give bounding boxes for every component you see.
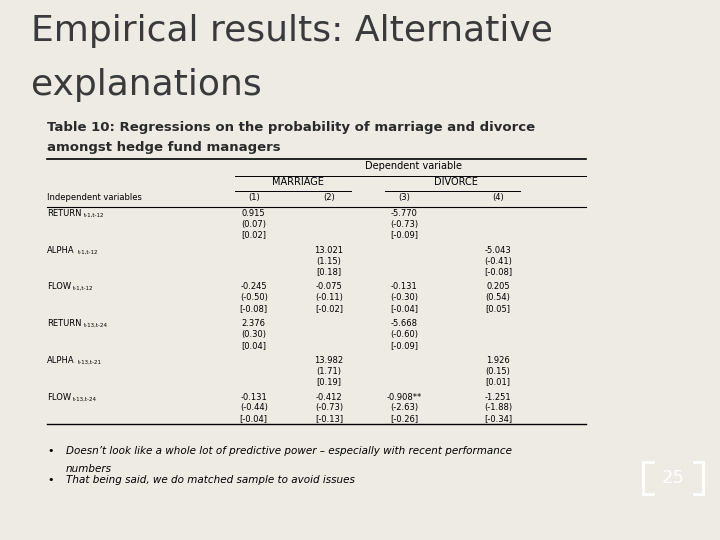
Text: [-0.02]: [-0.02] bbox=[315, 304, 343, 313]
Text: (0.30): (0.30) bbox=[241, 330, 266, 339]
Text: RETURN: RETURN bbox=[47, 209, 81, 218]
Text: (-0.73): (-0.73) bbox=[315, 403, 343, 413]
Text: •: • bbox=[47, 446, 53, 456]
Text: 13.982: 13.982 bbox=[315, 356, 343, 365]
Text: (-0.11): (-0.11) bbox=[315, 293, 343, 302]
Text: Doesn’t look like a whole lot of predictive power – especially with recent perfo: Doesn’t look like a whole lot of predict… bbox=[66, 446, 512, 456]
Text: 2.376: 2.376 bbox=[242, 319, 266, 328]
Text: (-0.50): (-0.50) bbox=[240, 293, 268, 302]
Text: (0.15): (0.15) bbox=[485, 367, 510, 376]
Text: [0.19]: [0.19] bbox=[316, 377, 341, 387]
Text: Dependent variable: Dependent variable bbox=[365, 161, 462, 172]
Text: Independent variables: Independent variables bbox=[47, 193, 142, 202]
Text: [0.04]: [0.04] bbox=[241, 341, 266, 350]
Text: t-1,t-12: t-1,t-12 bbox=[73, 286, 93, 291]
Text: Table 10: Regressions on the probability of marriage and divorce: Table 10: Regressions on the probability… bbox=[47, 122, 535, 134]
Text: (-0.73): (-0.73) bbox=[390, 220, 418, 229]
Text: 1.926: 1.926 bbox=[486, 356, 510, 365]
Text: [0.18]: [0.18] bbox=[316, 267, 341, 276]
Text: FLOW: FLOW bbox=[47, 393, 71, 402]
Text: 25: 25 bbox=[662, 469, 685, 487]
Text: (-2.63): (-2.63) bbox=[390, 403, 418, 413]
Text: explanations: explanations bbox=[32, 68, 262, 102]
Text: (1.71): (1.71) bbox=[316, 367, 341, 376]
Text: •: • bbox=[47, 475, 53, 485]
Text: -5.770: -5.770 bbox=[390, 209, 418, 218]
Text: 0.915: 0.915 bbox=[242, 209, 266, 218]
Text: -1.251: -1.251 bbox=[485, 393, 511, 402]
Text: 0.205: 0.205 bbox=[486, 282, 510, 292]
Text: (1.15): (1.15) bbox=[316, 256, 341, 266]
Text: t-13,t-24: t-13,t-24 bbox=[84, 323, 108, 328]
Text: [0.01]: [0.01] bbox=[485, 377, 510, 387]
Text: Empirical results: Alternative: Empirical results: Alternative bbox=[32, 14, 553, 48]
Text: (3): (3) bbox=[398, 193, 410, 202]
Text: That being said, we do matched sample to avoid issues: That being said, we do matched sample to… bbox=[66, 475, 355, 485]
Text: [0.02]: [0.02] bbox=[241, 231, 266, 240]
Text: [-0.09]: [-0.09] bbox=[390, 341, 418, 350]
Text: t-1,t-12: t-1,t-12 bbox=[78, 249, 99, 254]
Text: [-0.04]: [-0.04] bbox=[240, 414, 268, 423]
Text: [-0.08]: [-0.08] bbox=[240, 304, 268, 313]
Text: (1): (1) bbox=[248, 193, 260, 202]
Text: -0.131: -0.131 bbox=[391, 282, 418, 292]
Text: (-0.30): (-0.30) bbox=[390, 293, 418, 302]
Text: t-13,t-21: t-13,t-21 bbox=[78, 360, 102, 365]
Text: -5.668: -5.668 bbox=[390, 319, 418, 328]
Text: (-0.44): (-0.44) bbox=[240, 403, 268, 413]
Text: [-0.08]: [-0.08] bbox=[484, 267, 512, 276]
Text: [-0.09]: [-0.09] bbox=[390, 231, 418, 240]
Text: (0.07): (0.07) bbox=[241, 220, 266, 229]
Text: FLOW: FLOW bbox=[47, 282, 71, 292]
Text: 13.021: 13.021 bbox=[315, 246, 343, 255]
Text: [-0.13]: [-0.13] bbox=[315, 414, 343, 423]
Text: -0.412: -0.412 bbox=[315, 393, 342, 402]
Text: (0.54): (0.54) bbox=[485, 293, 510, 302]
Text: (-0.41): (-0.41) bbox=[484, 256, 512, 266]
Text: ALPHA: ALPHA bbox=[47, 356, 75, 365]
Text: (4): (4) bbox=[492, 193, 504, 202]
Text: -0.245: -0.245 bbox=[240, 282, 267, 292]
Text: -0.131: -0.131 bbox=[240, 393, 267, 402]
Text: [-0.34]: [-0.34] bbox=[484, 414, 512, 423]
Text: [-0.26]: [-0.26] bbox=[390, 414, 418, 423]
Text: MARRIAGE: MARRIAGE bbox=[271, 177, 323, 187]
Text: [-0.04]: [-0.04] bbox=[390, 304, 418, 313]
Text: (2): (2) bbox=[323, 193, 335, 202]
Text: t-1,t-12: t-1,t-12 bbox=[84, 213, 104, 218]
Text: -0.075: -0.075 bbox=[315, 282, 342, 292]
Text: ALPHA: ALPHA bbox=[47, 246, 75, 255]
Text: (-1.88): (-1.88) bbox=[484, 403, 512, 413]
Text: -0.908**: -0.908** bbox=[387, 393, 422, 402]
Text: DIVORCE: DIVORCE bbox=[433, 177, 477, 187]
Text: amongst hedge fund managers: amongst hedge fund managers bbox=[47, 141, 281, 154]
Text: RETURN: RETURN bbox=[47, 319, 81, 328]
Text: t-13,t-24: t-13,t-24 bbox=[73, 396, 96, 401]
Text: -5.043: -5.043 bbox=[485, 246, 511, 255]
Text: (-0.60): (-0.60) bbox=[390, 330, 418, 339]
Text: numbers: numbers bbox=[66, 464, 112, 474]
Text: [0.05]: [0.05] bbox=[485, 304, 510, 313]
